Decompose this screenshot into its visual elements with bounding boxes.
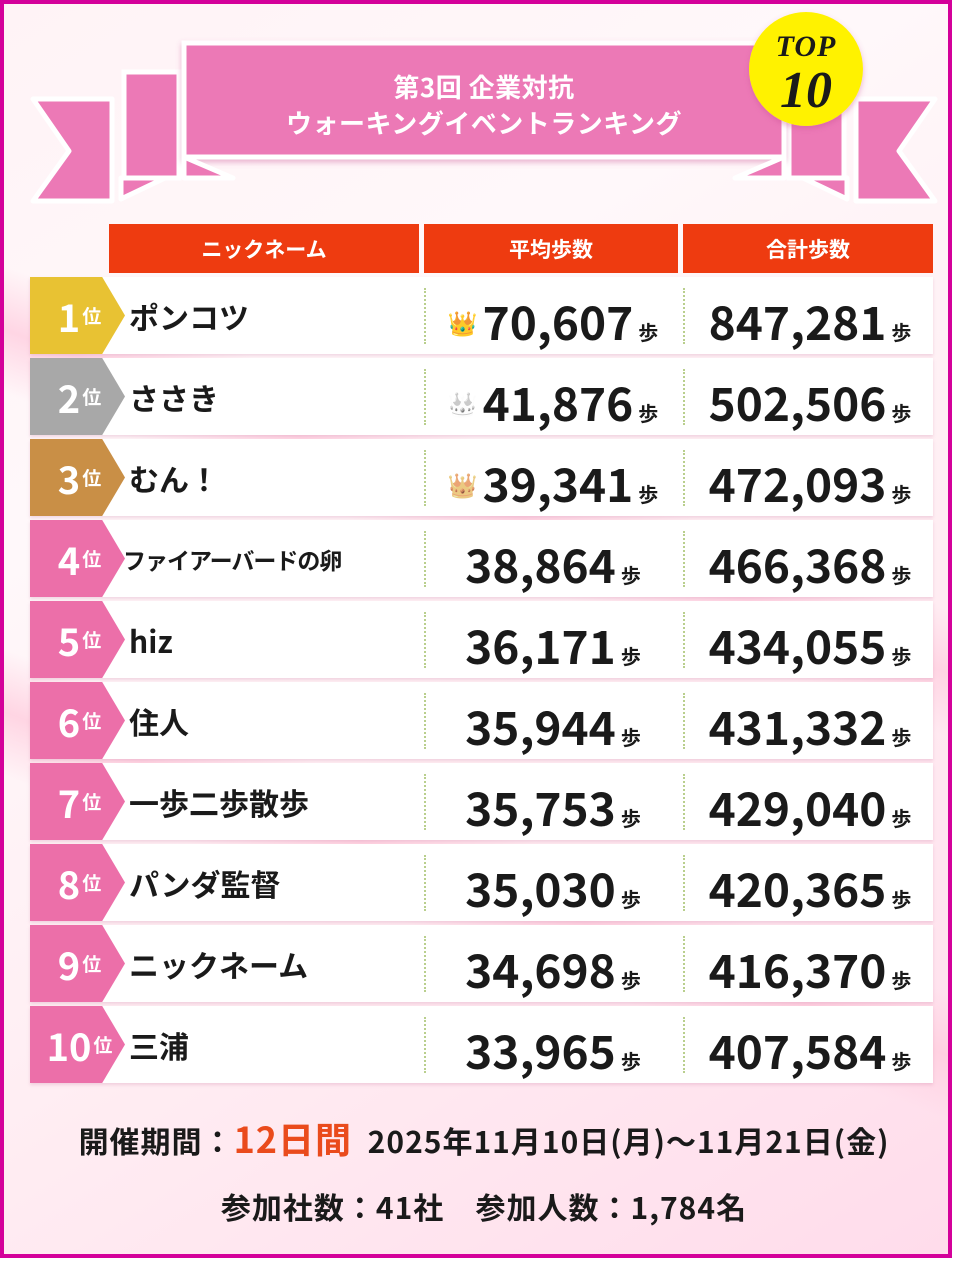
svg-text:10: 10: [780, 62, 832, 119]
svg-text:TOP: TOP: [776, 30, 837, 63]
